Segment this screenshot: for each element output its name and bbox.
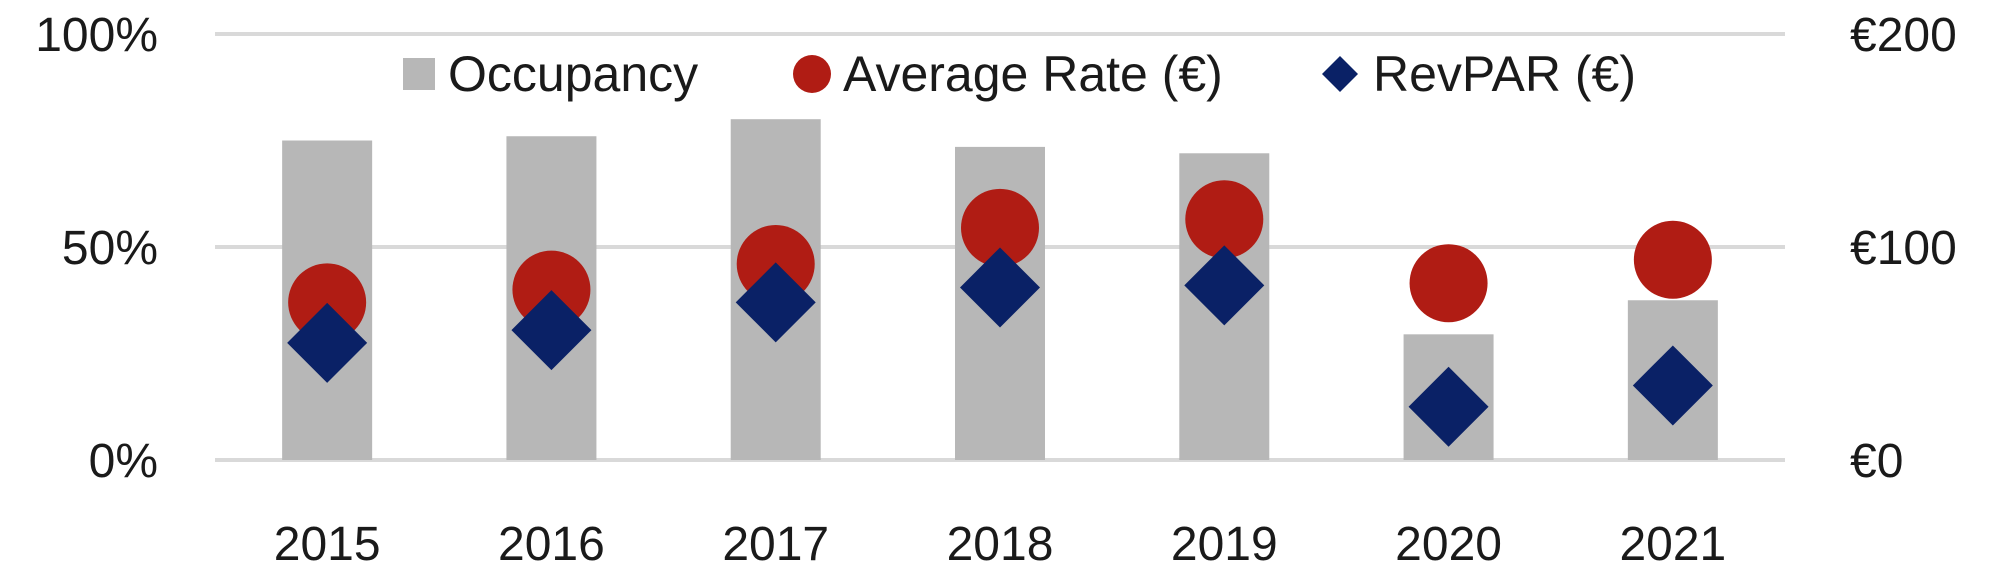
left-axis: 0% 50% 100%	[35, 9, 158, 488]
x-tick-label: 2019	[1171, 518, 1278, 571]
legend-average-rate-label: Average Rate (€)	[843, 46, 1223, 102]
right-tick-label: €200	[1850, 9, 1957, 62]
point-average-rate-2021	[1633, 220, 1712, 299]
point-average-rate-2019	[1185, 180, 1264, 259]
right-tick-label: €0	[1850, 435, 1903, 488]
x-tick-label: 2016	[498, 518, 605, 571]
x-tick-label: 2017	[722, 518, 829, 571]
point-revpar-2018	[960, 247, 1040, 328]
point-revpar-2016	[511, 290, 592, 371]
x-tick-label: 2018	[947, 518, 1054, 571]
point-average-rate-2015	[288, 263, 367, 342]
point-average-rate-2020	[1409, 244, 1488, 323]
legend-occupancy-label: Occupancy	[448, 46, 698, 102]
x-axis: 2015 2016 2017 2018 2019 2020 2021	[274, 518, 1726, 571]
point-revpar-2020	[1408, 366, 1489, 447]
point-revpar-2021	[1632, 345, 1713, 426]
x-tick-label: 2020	[1395, 518, 1502, 571]
left-tick-label: 0%	[89, 435, 158, 488]
legend-occupancy-swatch	[403, 58, 435, 90]
point-revpar-2019	[1184, 245, 1265, 326]
x-tick-label: 2015	[274, 518, 381, 571]
legend: Occupancy Average Rate (€) RevPAR (€)	[403, 46, 1636, 102]
revpar-markers	[287, 245, 1713, 447]
right-tick-label: €100	[1850, 222, 1957, 275]
legend-revpar-swatch	[1322, 56, 1358, 92]
point-average-rate-2016	[512, 250, 591, 329]
legend-average-rate-swatch	[793, 55, 831, 93]
x-tick-label: 2021	[1619, 518, 1726, 571]
right-axis: €0 €100 €200	[1850, 9, 1957, 488]
point-revpar-2017	[735, 262, 816, 343]
left-tick-label: 100%	[35, 9, 158, 62]
legend-revpar-label: RevPAR (€)	[1373, 46, 1636, 102]
point-average-rate-2018	[961, 188, 1039, 267]
left-tick-label: 50%	[62, 222, 158, 275]
point-revpar-2015	[287, 302, 368, 383]
